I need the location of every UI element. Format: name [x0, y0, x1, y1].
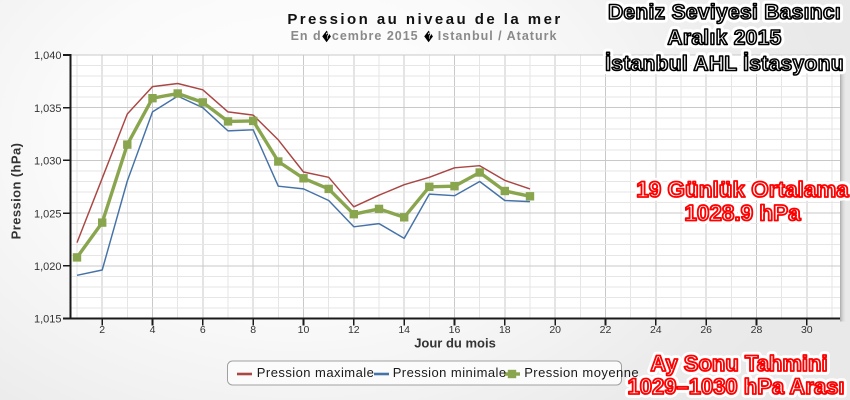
svg-text:Ay Sonu Tahmini: Ay Sonu Tahmini: [650, 351, 827, 376]
svg-text:1,020: 1,020: [34, 261, 62, 273]
svg-text:Jour du mois: Jour du mois: [414, 336, 496, 351]
svg-text:20: 20: [549, 324, 561, 336]
svg-text:1028.9 hPa: 1028.9 hPa: [684, 201, 801, 226]
svg-text:18: 18: [499, 324, 511, 336]
svg-text:16: 16: [449, 324, 461, 336]
svg-text:Pression (hPa): Pression (hPa): [9, 143, 24, 240]
svg-text:14: 14: [398, 324, 410, 336]
svg-text:22: 22: [600, 324, 612, 336]
svg-text:6: 6: [200, 324, 206, 336]
svg-text:1,015: 1,015: [34, 314, 62, 326]
svg-text:1,030: 1,030: [34, 156, 62, 168]
svg-text:İstanbul AHL İstasyonu: İstanbul AHL İstasyonu: [605, 52, 844, 75]
svg-text:26: 26: [700, 324, 712, 336]
svg-text:28: 28: [751, 324, 763, 336]
svg-text:19 Günlük Ortalama: 19 Günlük Ortalama: [636, 177, 849, 202]
svg-text:1,025: 1,025: [34, 208, 62, 220]
svg-text:1028.9 hPa: 1028.9 hPa: [684, 201, 801, 226]
svg-text:1029–1030 hPa Arası: 1029–1030 hPa Arası: [628, 374, 845, 399]
svg-text:Ay Sonu Tahmini: Ay Sonu Tahmini: [650, 351, 827, 376]
svg-text:Deniz Seviyesi Basıncı: Deniz Seviyesi Basıncı: [608, 1, 841, 24]
svg-text:12: 12: [348, 324, 360, 336]
svg-text:1029–1030 hPa Arası: 1029–1030 hPa Arası: [628, 374, 845, 399]
svg-text:19 Günlük Ortalama: 19 Günlük Ortalama: [636, 177, 849, 202]
svg-text:30: 30: [801, 324, 813, 336]
svg-text:4: 4: [150, 324, 156, 336]
svg-text:İstanbul AHL İstasyonu: İstanbul AHL İstasyonu: [605, 52, 844, 75]
svg-text:8: 8: [250, 324, 256, 336]
svg-text:1,035: 1,035: [34, 103, 62, 115]
svg-text:24: 24: [650, 324, 662, 336]
svg-text:2: 2: [99, 324, 105, 336]
svg-text:Deniz Seviyesi Basıncı: Deniz Seviyesi Basıncı: [608, 1, 841, 24]
svg-text:Aralık 2015: Aralık 2015: [667, 27, 781, 50]
svg-text:10: 10: [298, 324, 310, 336]
svg-text:Aralık 2015: Aralık 2015: [667, 27, 781, 50]
svg-text:1,040: 1,040: [34, 50, 62, 62]
